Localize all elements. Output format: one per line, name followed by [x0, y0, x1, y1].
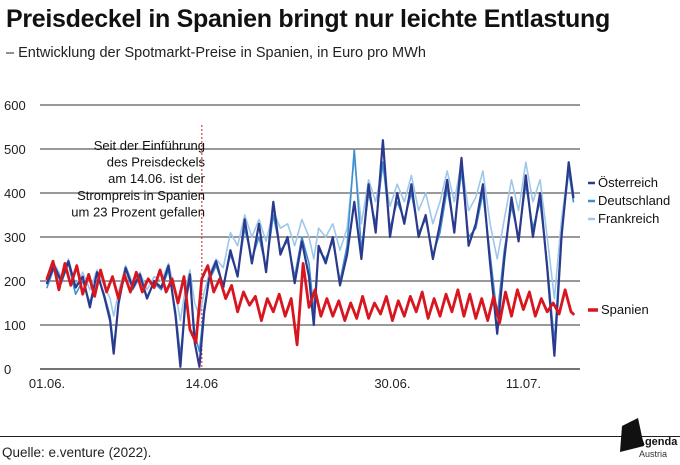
series-line-spanien — [45, 259, 575, 347]
annotation-line-text: am 14.06. ist der — [108, 171, 205, 186]
y-tick-label: 300 — [4, 230, 26, 245]
legend-label-frankreich: Frankreich — [598, 211, 659, 226]
y-tick-label: 100 — [4, 318, 26, 333]
x-tick-label: 11.07. — [506, 376, 541, 391]
annotation-line-text: Seit der Einführung — [94, 138, 205, 153]
line-chart: 0 100 200 300 400 500 600 01.06. 14.06 30.06. 11.… — [4, 98, 670, 391]
chart-title: Preisdeckel in Spanien bringt nur leicht… — [6, 5, 610, 33]
legend-label-spanien: Spanien — [601, 302, 649, 317]
annotation: Seit der Einführung des Preisdeckels am 14… — [71, 125, 206, 369]
annotation-line-text: Strompreis in Spanien — [77, 188, 205, 203]
agenda-austria-logo-icon — [620, 418, 644, 452]
y-tick-label: 500 — [4, 142, 26, 157]
annotation-line-text: um 23 Prozent gefallen — [71, 204, 205, 219]
annotation-text: Seit der Einführung des Preisdeckels am 14… — [71, 138, 205, 219]
y-tick-label: 0 — [4, 362, 11, 377]
x-tick-label: 14.06 — [186, 376, 219, 391]
series-lines — [45, 139, 575, 368]
y-axis-ticks: 0 100 200 300 400 500 600 — [4, 98, 26, 377]
logo-name: Agenda — [637, 436, 678, 448]
logo-sub: Austria — [639, 449, 668, 459]
legend-label-deutschland: Deutschland — [598, 193, 670, 208]
chart-subtitle: – Entwicklung der Spotmarkt-Preise in Sp… — [6, 45, 426, 61]
y-tick-label: 600 — [4, 98, 26, 113]
y-tick-label: 400 — [4, 186, 26, 201]
legend: Österreich Deutschland Frankreich Spanien — [588, 175, 670, 317]
annotation-line-text: des Preisdeckels — [107, 155, 206, 170]
source-divider — [0, 436, 680, 437]
x-tick-label: 30.06. — [374, 376, 410, 391]
x-axis-ticks: 01.06. 14.06 30.06. 11.07. — [29, 376, 541, 391]
x-tick-label: 01.06. — [29, 376, 65, 391]
grid-lines — [40, 104, 580, 370]
legend-label-oesterreich: Österreich — [598, 175, 658, 190]
source-note: Quelle: e.venture (2022). — [2, 445, 152, 460]
y-tick-label: 200 — [4, 274, 26, 289]
